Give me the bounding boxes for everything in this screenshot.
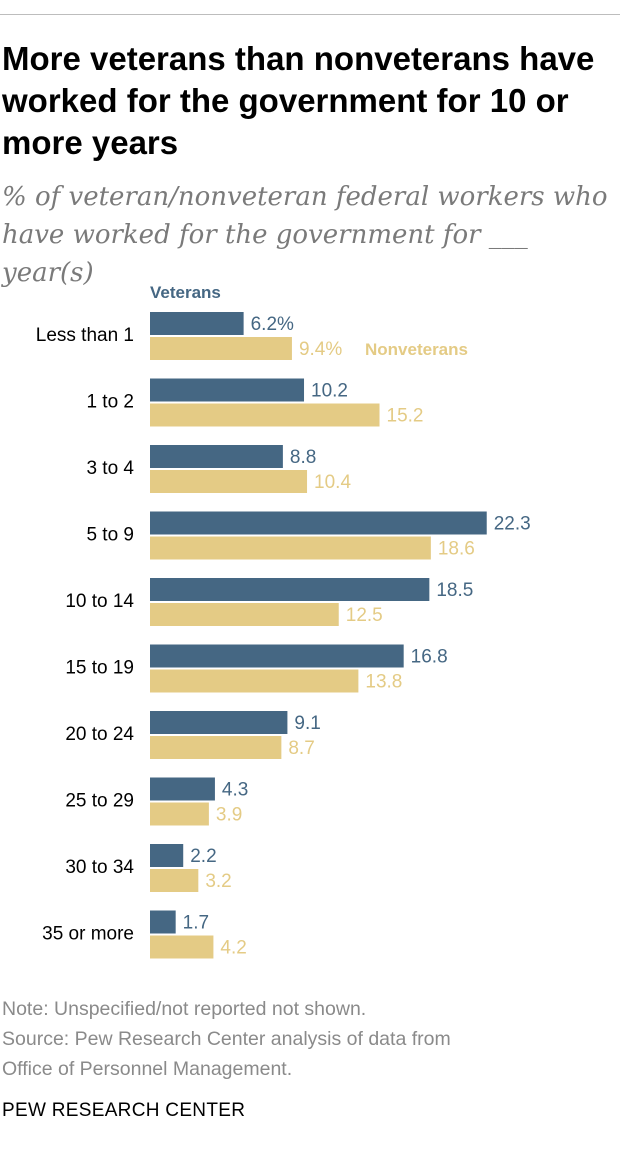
category-label: 5 to 9	[86, 525, 134, 546]
category-label: Less than 1	[36, 325, 134, 346]
category-label: 20 to 24	[65, 724, 134, 745]
bar-veterans	[150, 312, 244, 335]
data-label-nonveterans: 3.9	[216, 805, 242, 826]
top-rule	[0, 14, 620, 15]
bar-veterans	[150, 777, 215, 801]
category-label: 35 or more	[42, 924, 134, 945]
data-label-nonveterans: 9.4%	[299, 339, 342, 360]
data-label-nonveterans: 13.8	[365, 672, 402, 693]
bar-veterans	[150, 378, 305, 402]
category-label: 25 to 29	[65, 791, 134, 812]
data-label-veterans: 1.7	[183, 913, 209, 934]
bar-veterans	[150, 910, 176, 934]
bar-nonveterans	[150, 802, 209, 826]
category-label: 15 to 19	[65, 658, 134, 679]
bar-veterans	[150, 711, 288, 734]
note-text: Note: Unspecified/not reported not shown…	[2, 998, 367, 1020]
bar-veterans	[150, 578, 430, 601]
data-label-nonveterans: 18.6	[438, 539, 475, 560]
data-label-veterans: 18.5	[436, 580, 473, 601]
bar-nonveterans	[150, 470, 308, 493]
bar-nonveterans	[150, 337, 292, 360]
data-label-veterans: 10.2	[311, 381, 348, 402]
bar-nonveterans	[150, 736, 282, 759]
chart-subtitle: % of veteran/nonveteran federal workers …	[2, 182, 608, 288]
source-line-1: Source: Pew Research Center analysis of …	[2, 1028, 451, 1050]
bar-nonveterans	[150, 403, 380, 427]
legend-veterans: Veterans	[150, 283, 221, 302]
data-label-veterans: 4.3	[222, 780, 248, 801]
data-label-veterans: 9.1	[294, 713, 320, 734]
category-label: 1 to 2	[86, 392, 134, 413]
category-label: 3 to 4	[86, 458, 134, 479]
data-label-nonveterans: 12.5	[346, 605, 383, 626]
data-label-veterans: 6.2%	[251, 314, 294, 335]
footnote: Note: Unspecified/not reported not shown…	[2, 994, 602, 1084]
data-label-nonveterans: 4.2	[220, 938, 246, 959]
bar-nonveterans	[150, 536, 431, 560]
chart-title: More veterans than nonveterans have work…	[2, 40, 595, 161]
bar-nonveterans	[150, 869, 199, 892]
data-label-veterans: 2.2	[190, 846, 216, 867]
bar-veterans	[150, 644, 404, 668]
bar-nonveterans	[150, 935, 214, 959]
category-label: 10 to 14	[65, 591, 134, 612]
data-label-nonveterans: 3.2	[205, 871, 231, 892]
source-line-2: Office of Personnel Management.	[2, 1058, 293, 1080]
data-label-nonveterans: 10.4	[314, 472, 351, 493]
bar-nonveterans	[150, 603, 339, 626]
bar-veterans	[150, 844, 184, 867]
bar-nonveterans	[150, 669, 359, 693]
data-label-nonveterans: 15.2	[387, 406, 424, 427]
data-label-veterans: 22.3	[494, 514, 531, 535]
brand-logo-text: PEW RESEARCH CENTER	[2, 1100, 246, 1121]
data-label-veterans: 16.8	[411, 647, 448, 668]
bar-veterans	[150, 511, 487, 535]
bar-veterans	[150, 445, 283, 468]
legend-nonveterans: Nonveterans	[365, 340, 468, 359]
data-label-veterans: 8.8	[290, 447, 316, 468]
category-label: 30 to 34	[65, 857, 134, 878]
data-label-nonveterans: 8.7	[288, 738, 314, 759]
